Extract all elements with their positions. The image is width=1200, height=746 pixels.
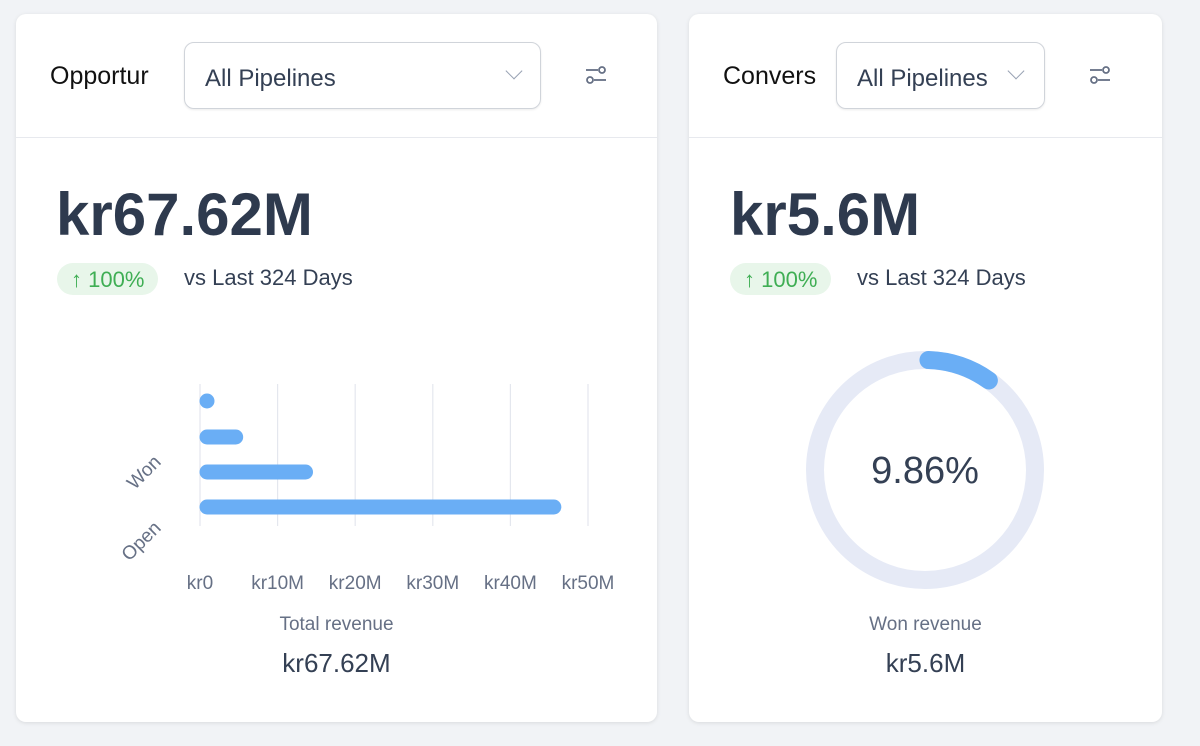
x-tick-label: kr40M [484,573,537,594]
pipeline-select[interactable]: All Pipelines [184,42,541,109]
filter-settings-icon[interactable] [1088,64,1112,86]
change-badge: ↑ 100% [730,263,832,295]
pipeline-select-value: All Pipelines [857,65,988,92]
filter-settings-icon[interactable] [584,64,608,86]
conversion-donut: 9.86% [806,351,1044,589]
chevron-down-icon [505,62,523,80]
x-tick-label: kr0 [187,573,213,594]
card-header: Opportur All Pipelines [16,14,657,138]
conversion-card: Convers All Pipelines kr5.6M ↑ 100% vs L… [689,14,1162,722]
x-tick-label: kr20M [329,573,382,594]
comparison-text: vs Last 324 Days [857,265,1026,290]
footer-value: kr67.62M [282,648,391,678]
pipeline-select-value: All Pipelines [205,65,336,92]
footer-label: Total revenue [279,614,394,635]
change-badge: ↑ 100% [57,263,159,295]
opportunity-card: Opportur All Pipelines kr67.62M ↑ 100% v… [16,14,657,722]
donut-center-value: 9.86% [871,450,979,492]
revenue-bar-chart: kr0 kr10M kr20M kr30M kr40M kr50M Won Open [118,384,615,594]
x-tick-label: kr50M [562,573,615,594]
x-tick-label: kr10M [251,573,304,594]
x-tick-label: kr30M [406,573,459,594]
y-tick-label: Open [118,518,166,566]
pipeline-select[interactable]: All Pipelines [836,42,1045,109]
card-title: Convers [723,62,817,90]
donut-progress-arc [919,351,998,390]
chevron-down-icon [1007,62,1025,80]
comparison-text: vs Last 324 Days [184,265,353,290]
card-title: Opportur [50,62,149,90]
footer-value: kr5.6M [885,648,966,678]
card-header: Convers All Pipelines [689,14,1162,138]
y-tick-label: Won [123,452,165,494]
total-value: kr67.62M [56,181,313,248]
footer-label: Won revenue [869,614,982,635]
won-value: kr5.6M [730,181,921,248]
